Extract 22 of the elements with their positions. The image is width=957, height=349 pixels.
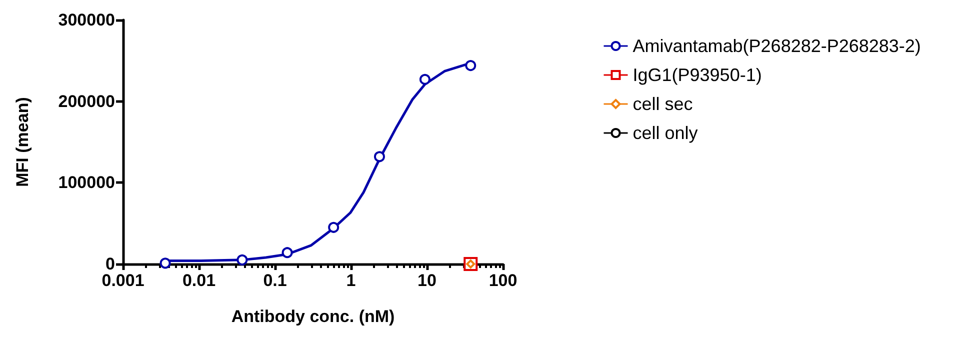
y-tick-label: 300000: [58, 10, 115, 30]
x-tick-label: 0.01: [182, 271, 216, 290]
x-axis-title: Antibody conc. (nM): [231, 307, 395, 326]
point: [236, 254, 248, 266]
legend-label: IgG1(P93950-1): [632, 65, 762, 85]
x-tick-label: 100: [488, 271, 518, 290]
x-tick-label: 1: [346, 271, 356, 290]
point: [328, 222, 340, 233]
y-tick-label: 0: [106, 254, 115, 274]
x-tick-label: 10: [418, 271, 436, 290]
point: [465, 60, 476, 72]
point: [374, 151, 385, 162]
legend-label: Amivantamab(P268282-P268283-2): [632, 36, 921, 56]
point: [282, 247, 293, 258]
y-tick-label: 100000: [58, 173, 115, 192]
y-axis-title: MFI (mean): [13, 97, 32, 187]
legend-label: cell sec: [632, 94, 693, 114]
legend-label: cell only: [632, 123, 698, 143]
x-tick-label: 0.1: [263, 271, 287, 290]
y-tick-label: 200000: [58, 92, 115, 111]
x-tick-label: 0.001: [102, 271, 144, 290]
point: [419, 74, 430, 85]
